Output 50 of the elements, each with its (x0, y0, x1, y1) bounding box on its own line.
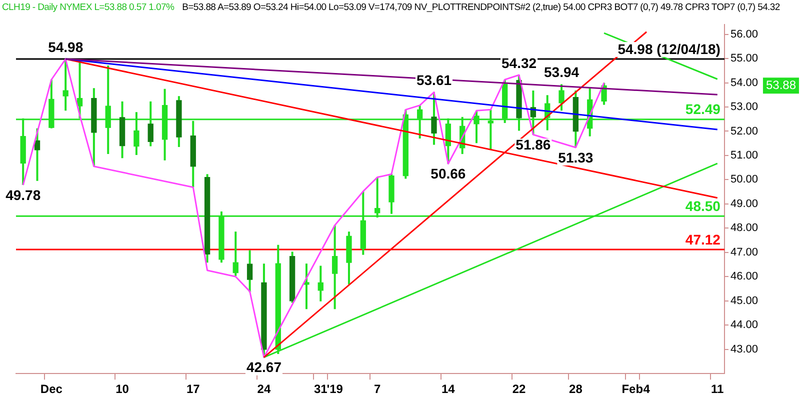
annotation: 42.67 (246, 359, 282, 376)
candlestick (332, 224, 338, 310)
y-tick-label: 44.00 (730, 319, 758, 332)
y-tick-label: 50.00 (730, 174, 758, 186)
y-tick-label: 56.00 (730, 28, 758, 40)
candlestick (601, 82, 607, 106)
x-tick-label: 7 (374, 382, 381, 396)
y-tick-label: 45.00 (730, 294, 758, 307)
y-tick-label: 51.00 (730, 150, 758, 162)
x-tick-label: '19 (326, 382, 344, 396)
annotation: 54.32 (501, 54, 537, 71)
y-tick-label: 48.00 (730, 222, 758, 234)
x-tick-label: 22 (512, 382, 526, 396)
y-tick-label: 55.00 (730, 52, 758, 65)
candlestick (318, 264, 324, 302)
text: 53.88 (766, 78, 796, 92)
x-tick-label: 11 (711, 382, 724, 396)
annotation: 53.61 (416, 72, 452, 88)
annotation: 51.33 (558, 149, 594, 166)
x-tick-label: Dec (40, 382, 63, 396)
ref-line-label: 52.49 (685, 101, 721, 118)
chart-subtitle: B=53.88 A=53.89 O=53.24 Hi=54.00 Lo=53.09 V=174,709 NV_PLOTTRENDPOINTS#2 (2,true) 54.00 CPR3 BOT7 (0,7) 49.78 CPR3 TOP7 (0,7) 54.32 (182, 2, 780, 13)
y-tick-label: 54.00 (730, 76, 758, 89)
candlestick (246, 249, 253, 294)
y-tick-label: 47.00 (730, 246, 758, 258)
x-tick-label: Feb (622, 382, 644, 396)
candlestick (232, 230, 238, 277)
annotation: 49.78 (6, 186, 41, 203)
annotation: 54.98 (48, 38, 84, 55)
x-tick-label: 28 (569, 382, 583, 396)
x-tick-label: 14 (441, 382, 456, 396)
ref-line-label: 54.98 (12/04/18) (618, 40, 720, 57)
x-tick-label: 10 (116, 382, 130, 396)
y-tick-label: 43.00 (730, 343, 758, 356)
y-tick-label: 49.00 (730, 198, 758, 210)
y-tick-label: 52.00 (730, 125, 758, 138)
x-tick-label: 24 (257, 382, 271, 396)
ref-line-label: 48.50 (685, 198, 721, 214)
candlestick (558, 83, 564, 112)
annotation: 50.66 (430, 166, 466, 182)
annotation: 53.94 (544, 64, 580, 80)
x-tick-label: 4 (643, 382, 650, 396)
chart-title: CLH19 - Daily NYMEX L=53.88 0.57 1.07% (2, 2, 174, 13)
x-tick-label: 17 (186, 382, 200, 396)
x-tick-label: 31 (314, 382, 328, 396)
ref-line-label: 47.12 (685, 231, 721, 248)
candlestick (62, 58, 68, 112)
y-tick-label: 53.00 (730, 101, 758, 114)
y-tick-label: 46.00 (730, 270, 758, 283)
annotation: 51.86 (516, 136, 551, 152)
